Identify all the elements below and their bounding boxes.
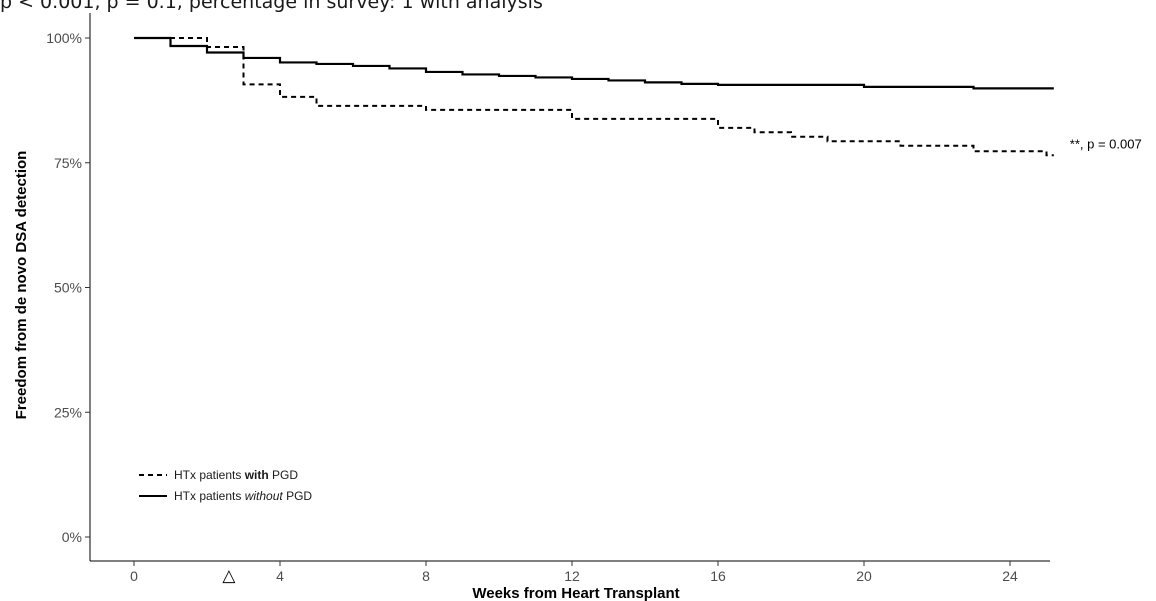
legend-label-post: PGD bbox=[283, 489, 313, 503]
x-tick-label: 12 bbox=[564, 568, 580, 584]
y-tick-label: 25% bbox=[54, 404, 82, 420]
legend-label-pre: HTx patients bbox=[174, 468, 245, 482]
y-tick-label: 50% bbox=[54, 280, 82, 296]
timepoint-marker: △ bbox=[222, 566, 236, 585]
x-tick-label: 16 bbox=[710, 568, 726, 584]
x-tick-label: 20 bbox=[856, 568, 872, 584]
legend-label-emphasis: with bbox=[244, 468, 269, 482]
legend-label-emphasis: without bbox=[245, 489, 284, 503]
legend-label: HTx patients without PGD bbox=[174, 489, 312, 503]
p-value-annotation: **, p = 0.007 bbox=[1070, 136, 1142, 151]
x-axis-title: Weeks from Heart Transplant bbox=[472, 585, 679, 601]
legend-label-pre: HTx patients bbox=[174, 489, 245, 503]
y-ticks: 0% 25% 50% 75% 100% bbox=[46, 30, 90, 545]
legend-label: HTx patients with PGD bbox=[174, 468, 298, 482]
x-tick-label: 0 bbox=[130, 568, 138, 584]
y-tick-label: 100% bbox=[46, 30, 82, 46]
x-tick-label: 4 bbox=[276, 568, 284, 584]
x-tick-label: 24 bbox=[1002, 568, 1018, 584]
y-tick-label: 75% bbox=[54, 155, 82, 171]
series-line-with-pgd bbox=[134, 37, 1054, 157]
caption-fragment: p < 0.001, p = 0.1, percentage in survey… bbox=[0, 0, 543, 13]
x-tick-label: 8 bbox=[422, 568, 430, 584]
x-ticks: 0 4 8 12 16 20 24 bbox=[130, 561, 1018, 584]
y-tick-label: 0% bbox=[62, 529, 82, 545]
legend-label-post: PGD bbox=[269, 468, 299, 482]
series-layer bbox=[134, 36, 1054, 157]
series-line-without-pgd bbox=[134, 36, 1054, 90]
y-axis-title: Freedom from de novo DSA detection bbox=[13, 151, 30, 420]
